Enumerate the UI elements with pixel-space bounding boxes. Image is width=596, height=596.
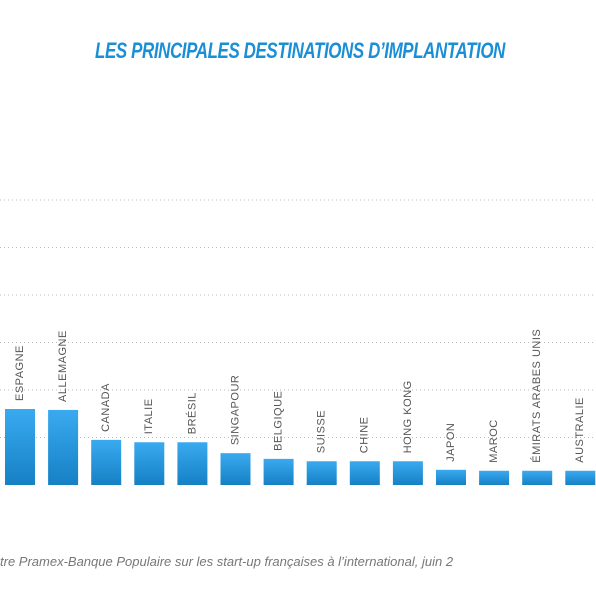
category-label: BRÉSIL <box>185 392 198 434</box>
bar <box>91 439 122 485</box>
category-label: JAPON <box>445 423 457 462</box>
category-label: BELGIQUE <box>273 391 285 451</box>
bar <box>134 442 165 485</box>
bar <box>392 461 423 485</box>
bar <box>220 453 251 485</box>
bar <box>177 442 208 485</box>
category-label: HONG KONG <box>402 380 414 453</box>
category-label: ITALIE <box>143 398 155 434</box>
bar <box>263 458 294 485</box>
category-label: AUSTRALIE <box>574 397 586 463</box>
bar <box>306 461 337 485</box>
bar <box>479 470 510 485</box>
source-note: tre Pramex-Banque Populaire sur les star… <box>0 554 454 569</box>
category-label: MAROC <box>488 419 500 462</box>
chart-title: LES PRINCIPALES DESTINATIONS D’IMPLANTAT… <box>95 38 506 63</box>
category-label: ESPAGNE <box>14 345 26 401</box>
bar <box>349 461 380 485</box>
bar <box>436 469 466 485</box>
bar <box>48 409 79 485</box>
category-label: ALLEMAGNE <box>57 330 69 402</box>
category-label: CHINE <box>359 417 371 454</box>
category-label: CANADA <box>100 383 112 432</box>
bar <box>565 470 596 485</box>
category-label: SUISSE <box>316 410 328 453</box>
bar <box>522 470 553 485</box>
bar <box>5 409 35 485</box>
category-label: SINGAPOUR <box>229 375 241 446</box>
category-label: ÉMIRATS ARABES UNIS <box>530 329 543 463</box>
